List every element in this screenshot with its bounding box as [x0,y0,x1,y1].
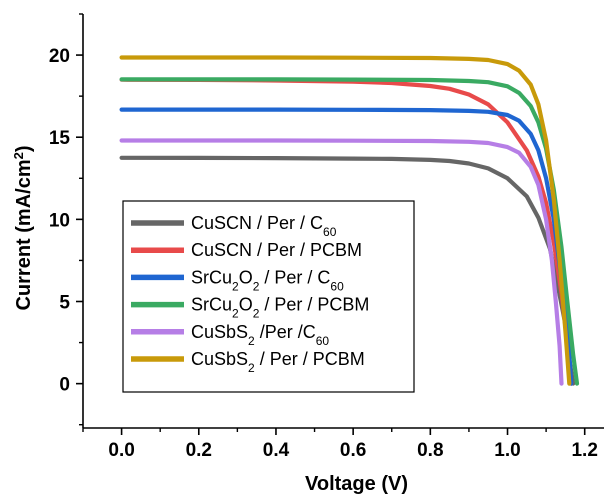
y-axis-title: Current (mA/cm2) [11,145,36,310]
legend-label-text: O [239,267,253,287]
legend-label-text: O [239,295,253,315]
legend-label-subscript: 2 [232,279,239,293]
legend-label: SrCu2O2 / Per / C60 [191,267,344,293]
y-tick-label: 20 [49,46,70,67]
legend-label-text: /Per /C [255,322,316,342]
legend-label-subscript: 60 [316,334,330,348]
legend-label: SrCu2O2 / Per / PCBM [191,295,369,321]
legend-label-subscript: 60 [323,225,337,239]
legend-label-text: SrCu [191,267,232,287]
legend-label-subscript: 2 [248,334,255,348]
y-axis-title-main: Current (mA/cm [13,159,35,310]
legend-label: CuSCN / Per / C60 [191,213,337,239]
x-tick-label: 0.0 [108,440,134,461]
y-tick-label: 15 [49,128,71,149]
plot-area [119,55,580,386]
legend-label-text: SrCu [191,295,232,315]
series-line-5 [119,138,564,386]
y-axis-title-sup: 2 [11,152,26,159]
legend-label-text: / Per / PCBM [259,295,369,315]
y-axis-title-tail: ) [13,145,35,152]
legend-label-subscript: 2 [253,279,260,293]
legend-label-text: CuSbS [191,349,248,369]
x-tick-label: 0.2 [186,440,212,461]
y-tick-label: 10 [49,210,70,231]
legend-label-subscript: 2 [248,361,255,375]
series-line-6 [119,55,572,386]
legend-label: CuSbS2 /Per /C60 [191,322,329,348]
legend-label-text: / Per / C [259,267,330,287]
x-tick-label: 0.8 [417,440,443,461]
x-tick-label: 0.4 [263,440,290,461]
legend-label-text: CuSCN / Per / PCBM [191,240,362,260]
legend-label-subscript: 2 [232,307,239,321]
axes: 0.0 0.2 0.4 0.6 0.8 1.0 1.2 0 5 10 15 20 [49,13,604,461]
x-tick-label: 1.0 [494,440,520,461]
legend-label: CuSbS2 / Per / PCBM [191,349,365,375]
x-tick-label: 1.2 [571,440,597,461]
x-axis-title: Voltage (V) [305,473,408,495]
legend-label-text: CuSCN / Per / C [191,213,323,233]
legend-label-subscript: 2 [253,307,260,321]
legend-label-subscript: 60 [330,279,344,293]
legend-label-text: CuSbS [191,322,248,342]
x-tick-label: 0.6 [340,440,366,461]
y-tick-label: 5 [59,293,70,314]
series-line-4 [119,77,580,386]
legend-label: CuSCN / Per / PCBM [191,240,362,260]
y-tick-label: 0 [59,375,70,396]
legend-label-text: / Per / PCBM [255,349,365,369]
